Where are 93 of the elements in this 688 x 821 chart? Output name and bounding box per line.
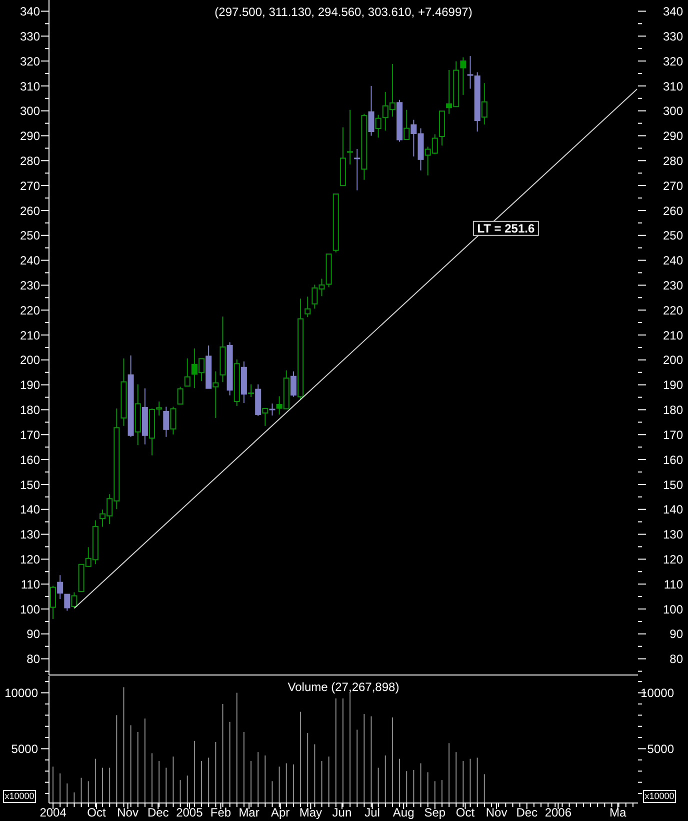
x-tick-label: Nov bbox=[117, 805, 138, 820]
y2-tick-label: 300 bbox=[662, 104, 684, 118]
y2-tick-label: 250 bbox=[662, 228, 684, 243]
y-tick-label: 320 bbox=[20, 54, 40, 68]
y-tick-label: 330 bbox=[20, 29, 40, 44]
y2-tick-label: 230 bbox=[662, 278, 684, 293]
y2-tick-label: 120 bbox=[662, 552, 684, 566]
y2-tick-label: 260 bbox=[662, 204, 684, 218]
candlestick bbox=[240, 360, 247, 404]
y2-tick-label: 130 bbox=[662, 528, 684, 542]
x-tick-label: 2005 bbox=[176, 805, 204, 820]
y2-tick-label: 200 bbox=[662, 353, 684, 368]
annotation: LT = 251.6 bbox=[477, 222, 535, 236]
y-tick-label: 120 bbox=[20, 552, 40, 566]
y-tick-label: 290 bbox=[20, 129, 40, 144]
x-tick-label: Nov bbox=[486, 805, 508, 820]
y2-tick-label: 150 bbox=[662, 478, 684, 492]
x-tick-label: 2004 bbox=[40, 805, 67, 820]
y-tick-label: 150 bbox=[20, 478, 40, 492]
y2-tick-label: 5000 bbox=[647, 742, 674, 756]
y-tick-label: 170 bbox=[20, 428, 40, 442]
candlestick bbox=[142, 388, 148, 445]
y-tick-label: 110 bbox=[20, 577, 40, 592]
candlestick bbox=[134, 384, 141, 446]
y-tick-label: 200 bbox=[20, 353, 40, 368]
x-tick-label: Sep bbox=[424, 805, 446, 820]
x-tick-label: 2006 bbox=[544, 805, 572, 820]
candlestick bbox=[120, 358, 127, 426]
y2-tick-label: 110 bbox=[664, 577, 684, 592]
x-tick-label: Jul bbox=[364, 805, 380, 820]
x-tick-label: Feb bbox=[210, 805, 232, 820]
x-tick-label: Oct bbox=[87, 805, 106, 820]
y-tick-label: 180 bbox=[20, 403, 40, 418]
y-tick-label: 5000 bbox=[11, 742, 38, 756]
y2-tick-label: 100 bbox=[662, 602, 684, 616]
x-tick-label: Aug bbox=[392, 805, 414, 820]
y2-tick-label: 340 bbox=[662, 4, 684, 19]
y2-tick-label: 310 bbox=[662, 79, 684, 94]
y2-tick-label: 140 bbox=[662, 502, 684, 517]
y-tick-label: 190 bbox=[20, 378, 40, 392]
x-tick-label: Oct bbox=[456, 805, 476, 820]
x-tick-label: Mar bbox=[238, 805, 260, 820]
y2-tick-label: 280 bbox=[662, 154, 684, 168]
y2-tick-label: 160 bbox=[662, 452, 684, 467]
x-tick-label: Apr bbox=[271, 805, 290, 820]
candlestick bbox=[354, 148, 360, 191]
y-tick-label: 100 bbox=[20, 602, 40, 616]
candlestick bbox=[220, 316, 226, 383]
y-tick-label: 310 bbox=[20, 79, 40, 94]
y2-tick-label: 330 bbox=[662, 29, 684, 44]
y-tick-label: 280 bbox=[20, 154, 40, 168]
x-tick-label: Dec bbox=[516, 805, 538, 820]
y2-tick-label: 90 bbox=[670, 627, 684, 642]
chart-title: (297.500, 311.130, 294.560, 303.610, +7.46997) bbox=[214, 5, 474, 19]
y2-tick-label: 290 bbox=[662, 129, 684, 144]
y-tick-label: 220 bbox=[20, 303, 40, 318]
candlestick bbox=[212, 370, 219, 418]
candlestick bbox=[481, 82, 488, 125]
y-tick-label: 230 bbox=[20, 278, 40, 293]
y2-tick-label: 320 bbox=[662, 54, 684, 68]
candlestick bbox=[57, 574, 64, 600]
y-tick-label: 250 bbox=[20, 228, 40, 243]
y-tick-label: 80 bbox=[26, 652, 40, 666]
candlestick bbox=[347, 109, 354, 165]
y2-tick-label: 180 bbox=[662, 403, 684, 418]
x-tick-label: Jun bbox=[332, 805, 352, 820]
candlestick bbox=[163, 406, 170, 438]
y2-tick-label: 170 bbox=[662, 428, 684, 442]
y2-tick-label: 80 bbox=[670, 652, 684, 666]
chart-title: Volume (27,267,898) bbox=[286, 680, 400, 694]
y-tick-label: 260 bbox=[20, 204, 40, 218]
y-tick-label: 340 bbox=[20, 4, 40, 19]
y-tick-label: 240 bbox=[20, 254, 40, 268]
x-tick-label: Ma bbox=[609, 805, 626, 820]
y-tick-label: 130 bbox=[20, 528, 40, 542]
y-tick-label: 10000 bbox=[4, 686, 38, 700]
y2-tick-label: 10000 bbox=[640, 686, 674, 700]
y2-tick-label: 240 bbox=[662, 254, 684, 268]
y-tick-label: 140 bbox=[20, 502, 40, 517]
candlestick bbox=[474, 72, 480, 132]
y2-tick-label: 210 bbox=[662, 328, 684, 342]
y-tick-label: 300 bbox=[20, 104, 40, 118]
x-tick-label: May bbox=[299, 805, 322, 820]
y2-tick-label: 220 bbox=[662, 303, 684, 318]
x-tick-label: Dec bbox=[147, 805, 169, 820]
candlestick bbox=[467, 56, 474, 90]
y-tick-label: 90 bbox=[26, 627, 40, 642]
y-tick-label: 210 bbox=[20, 328, 40, 342]
y2-tick-label: 270 bbox=[662, 178, 684, 193]
y-tick-label: 270 bbox=[20, 178, 40, 193]
y2-tick-label: 190 bbox=[662, 378, 684, 392]
y-tick-label: 160 bbox=[20, 452, 40, 467]
candlestick bbox=[226, 342, 233, 396]
